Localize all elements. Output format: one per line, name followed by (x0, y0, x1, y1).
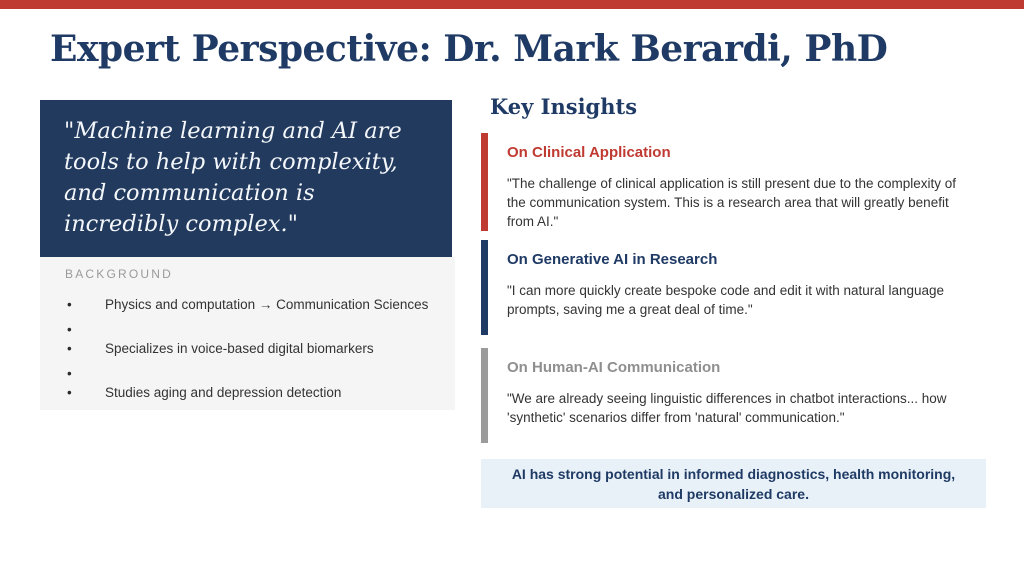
insight-title: On Generative AI in Research (507, 251, 718, 268)
takeaway-text: AI has strong potential in informed diag… (511, 465, 956, 502)
key-insights-heading: Key Insights (490, 94, 638, 119)
list-item: Physics and computation → Communication … (65, 295, 443, 314)
top-accent-bar (0, 0, 1024, 9)
insight-quote: "I can more quickly create bespoke code … (507, 283, 945, 317)
insight-quote: "We are already seeing linguistic differ… (507, 391, 947, 425)
insight-generative-ai: On Generative AI in Research "I can more… (481, 240, 975, 335)
background-label: BACKGROUND (65, 267, 174, 281)
expert-quote-text: "Machine learning and AI are tools to he… (64, 118, 402, 238)
insight-human-ai-communication: On Human-AI Communication "We are alread… (481, 348, 975, 443)
insight-quote: "The challenge of clinical application i… (507, 176, 957, 229)
list-item-text: Specializes in voice-based digital bioma… (105, 341, 374, 356)
background-section: BACKGROUND Physics and computation → Com… (40, 257, 455, 410)
takeaway-banner: AI has strong potential in informed diag… (481, 459, 986, 508)
insight-title: On Clinical Application (507, 144, 671, 161)
list-item (65, 364, 443, 383)
list-item-text: Studies aging and depression detection (105, 385, 342, 400)
list-item-text: Physics and computation → Communication … (105, 297, 429, 312)
expert-quote-box: "Machine learning and AI are tools to he… (40, 100, 452, 257)
list-item: Specializes in voice-based digital bioma… (65, 339, 443, 358)
list-item: Studies aging and depression detection (65, 383, 443, 402)
slide-title: Expert Perspective: Dr. Mark Berardi, Ph… (50, 28, 888, 70)
insight-title: On Human-AI Communication (507, 359, 721, 376)
background-list: Physics and computation → Communication … (65, 295, 443, 402)
list-item (65, 320, 443, 339)
insight-clinical-application: On Clinical Application "The challenge o… (481, 133, 975, 231)
